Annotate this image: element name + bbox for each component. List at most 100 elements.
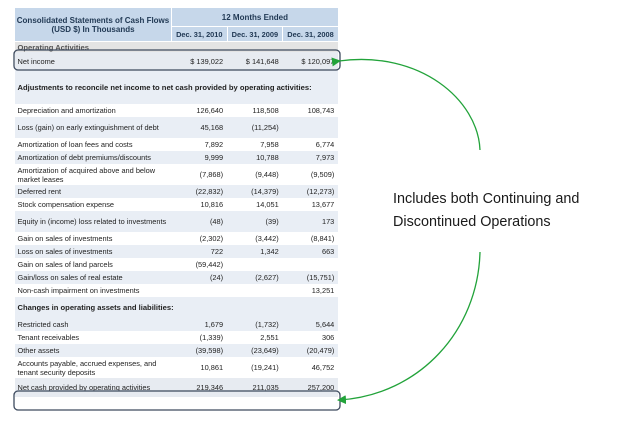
row-value: 108,743 (282, 104, 339, 117)
row-value (227, 284, 283, 297)
row-label: Restricted cash (14, 318, 172, 331)
row-value: 663 (282, 245, 339, 258)
row-value: 173 (282, 211, 339, 232)
row-label: Gain/loss on sales of real estate (14, 271, 172, 284)
row-value: (39) (227, 211, 283, 232)
row-value: $ 141,648 (227, 52, 283, 71)
row-value: 14,051 (227, 198, 283, 211)
arrow-to-net-cash (337, 251, 481, 405)
row-value: (59,442) (171, 258, 228, 271)
row-label: Non-cash impairment on investments (14, 284, 172, 297)
table-row: Restricted cash 1,679 (1,732) 5,644 (14, 318, 339, 331)
row-value: 1,679 (171, 318, 228, 331)
row-value: 10,788 (227, 151, 283, 164)
row-label: Net cash provided by operating activitie… (14, 378, 172, 397)
section-header-row: Operating Activities (14, 41, 339, 52)
table-row: Amortization of loan fees and costs 7,892… (14, 138, 339, 151)
row-label: Loss (gain) on early extinguishment of d… (14, 117, 172, 138)
row-value: 46,752 (282, 357, 339, 378)
row-value: $ 139,022 (171, 52, 228, 71)
column-header-2008: Dec. 31, 2008 (282, 26, 339, 42)
callout-line-1: Includes both Continuing and (393, 191, 580, 207)
row-value: (7,868) (171, 164, 228, 185)
row-value: 7,958 (227, 138, 283, 151)
row-value: 722 (171, 245, 228, 258)
table-row: Non-cash impairment on investments 13,251 (14, 284, 339, 297)
row-value: (39,598) (171, 344, 228, 357)
row-value: 10,816 (171, 198, 228, 211)
section-label: Changes in operating assets and liabilit… (14, 297, 339, 318)
row-value: 7,892 (171, 138, 228, 151)
row-label: Gain on sales of land parcels (14, 258, 172, 271)
row-value: 306 (282, 331, 339, 344)
table-row: Gain on sales of investments (2,302) (3,44… (14, 232, 339, 245)
row-label: Other assets (14, 344, 172, 357)
row-value: (19,241) (227, 357, 283, 378)
table-row: Gain/loss on sales of real estate (24) (2,… (14, 271, 339, 284)
row-label: Equity in (income) loss related to inves… (14, 211, 172, 232)
row-value: (11,254) (227, 117, 283, 138)
row-value: 6,774 (282, 138, 339, 151)
row-value: 13,251 (282, 284, 339, 297)
row-label: Accounts payable, accrued expenses, and … (14, 357, 172, 378)
table-row: Deferred rent (22,832) (14,379) (12,273) (14, 185, 339, 198)
section-label: Operating Activities (14, 41, 339, 52)
row-value: 118,508 (227, 104, 283, 117)
row-value: 257,200 (282, 378, 339, 397)
row-label: Amortization of loan fees and costs (14, 138, 172, 151)
row-value (171, 284, 228, 297)
section-header-row: Changes in operating assets and liabilit… (14, 297, 339, 318)
cash-flow-table: Consolidated Statements of Cash Flows (U… (14, 7, 339, 397)
row-value: (9,448) (227, 164, 283, 185)
net-income-highlight-box (13, 49, 341, 71)
table-body: Operating Activities Net income $ 139,022 $… (14, 41, 339, 397)
table-row: Gain on sales of land parcels (59,442) (14, 258, 339, 271)
net-cash-highlight-box (13, 390, 341, 411)
table-row: Loss on sales of investments 722 1,342 663 (14, 245, 339, 258)
row-value: 211,035 (227, 378, 283, 397)
table-row: Depreciation and amortization 126,640 118,… (14, 104, 339, 117)
highlighted-row: Net cash provided by operating activitie… (14, 378, 339, 397)
row-value: (48) (171, 211, 228, 232)
row-value: 5,644 (282, 318, 339, 331)
table-title: Consolidated Statements of Cash Flows (U… (14, 7, 172, 42)
row-value: 45,168 (171, 117, 228, 138)
column-header-2010: Dec. 31, 2010 (171, 26, 228, 42)
row-value: $ 120,097 (282, 52, 339, 71)
row-label: Stock compensation expense (14, 198, 172, 211)
row-value: (12,273) (282, 185, 339, 198)
section-label: Adjustments to reconcile net income to n… (14, 71, 339, 104)
row-value: (1,339) (171, 331, 228, 344)
table-row: Tenant receivables (1,339) 2,551 306 (14, 331, 339, 344)
row-value: 7,973 (282, 151, 339, 164)
callout-line-2: Discontinued Operations (393, 214, 551, 230)
row-value: 13,677 (282, 198, 339, 211)
row-label: Tenant receivables (14, 331, 172, 344)
row-value: (15,751) (282, 271, 339, 284)
row-value: (3,442) (227, 232, 283, 245)
highlighted-row: Net income $ 139,022 $ 141,648 $ 120,097 (14, 52, 339, 71)
row-value (282, 117, 339, 138)
row-value: (23,649) (227, 344, 283, 357)
row-value: 10,861 (171, 357, 228, 378)
row-value: (2,627) (227, 271, 283, 284)
row-value: (22,832) (171, 185, 228, 198)
row-label: Net income (14, 52, 172, 71)
period-header: 12 Months Ended (171, 7, 339, 27)
row-value: (20,479) (282, 344, 339, 357)
row-value: 2,551 (227, 331, 283, 344)
row-label: Amortization of debt premiums/discounts (14, 151, 172, 164)
row-value (227, 258, 283, 271)
row-value: (24) (171, 271, 228, 284)
row-value: 126,640 (171, 104, 228, 117)
row-value: (8,841) (282, 232, 339, 245)
table-row: Other assets (39,598) (23,649) (20,479) (14, 344, 339, 357)
row-label: Depreciation and amortization (14, 104, 172, 117)
section-header-row: Adjustments to reconcile net income to n… (14, 71, 339, 104)
table-row: Stock compensation expense 10,816 14,051 13… (14, 198, 339, 211)
row-label: Amortization of acquired above and below… (14, 164, 172, 185)
row-label: Loss on sales of investments (14, 245, 172, 258)
row-label: Deferred rent (14, 185, 172, 198)
row-value: 219,346 (171, 378, 228, 397)
